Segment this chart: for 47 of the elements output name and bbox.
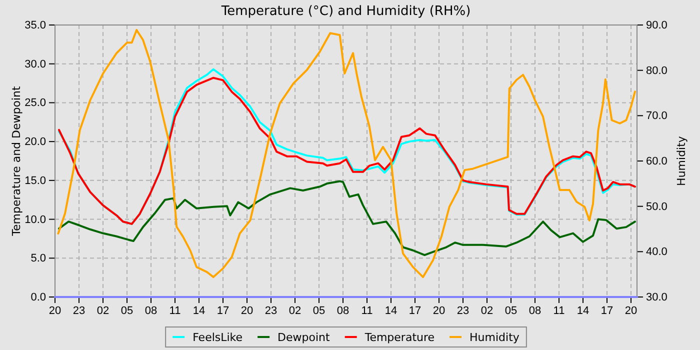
y2-tick-label: 90.0 — [646, 20, 668, 32]
y2-tick-label: 60.0 — [646, 156, 668, 168]
y2-tick-label: 50.0 — [646, 200, 668, 213]
legend-label: Humidity — [470, 331, 520, 344]
x-tick-label: 08 — [144, 304, 158, 317]
y-tick-label: 20.0 — [24, 136, 46, 148]
x-tick-label: 23 — [456, 304, 470, 317]
y-tick-label: 5.0 — [30, 252, 46, 265]
x-tick-label: 11 — [361, 304, 373, 317]
x-tick-label: 02 — [288, 304, 302, 317]
x-tick-label: 20 — [240, 304, 254, 317]
x-tick-label: 17 — [600, 304, 614, 317]
y2-tick-label: 40.0 — [646, 246, 668, 258]
x-tick-label: 20 — [432, 304, 446, 317]
chart-title: Temperature (°C) and Humidity (RH%) — [220, 4, 471, 19]
legend-label: FeelsLike — [192, 331, 243, 344]
x-tick-label: 23 — [72, 304, 86, 317]
x-tick-label: 05 — [312, 304, 326, 317]
x-tick-label: 20 — [48, 304, 62, 317]
x-tick-label: 14 — [384, 304, 398, 317]
x-tick-label: 14 — [576, 304, 590, 317]
x-tick-label: 14 — [192, 304, 206, 317]
x-tick-label: 11 — [553, 304, 565, 317]
x-tick-label: 11 — [169, 304, 181, 317]
y2-axis-title: Humidity — [675, 136, 688, 186]
y-axis-title: Temperature and Dewpoint — [10, 85, 23, 237]
y-tick-label: 35.0 — [24, 20, 46, 32]
y-tick-label: 15.0 — [24, 174, 46, 187]
x-tick-label: 05 — [504, 304, 518, 317]
x-tick-label: 08 — [336, 304, 350, 317]
x-tick-label: 08 — [528, 304, 542, 317]
y-tick-label: 0.0 — [30, 292, 46, 304]
x-tick-label: 02 — [96, 304, 110, 317]
x-tick-label: 02 — [480, 304, 494, 317]
y-tick-label: 30.0 — [24, 58, 46, 70]
y2-tick-label: 30.0 — [646, 292, 668, 304]
legend-label: Dewpoint — [278, 331, 331, 344]
y-tick-label: 25.0 — [24, 97, 46, 110]
x-tick-label: 17 — [216, 304, 230, 317]
x-tick-label: 20 — [624, 304, 638, 317]
x-tick-label: 17 — [408, 304, 422, 317]
x-tick-label: 23 — [264, 304, 278, 317]
legend-label: Temperature — [364, 331, 435, 344]
y2-tick-label: 70.0 — [646, 110, 668, 122]
x-tick-label: 05 — [120, 304, 134, 317]
y-tick-label: 10.0 — [24, 214, 46, 226]
y2-tick-label: 80.0 — [646, 64, 668, 77]
